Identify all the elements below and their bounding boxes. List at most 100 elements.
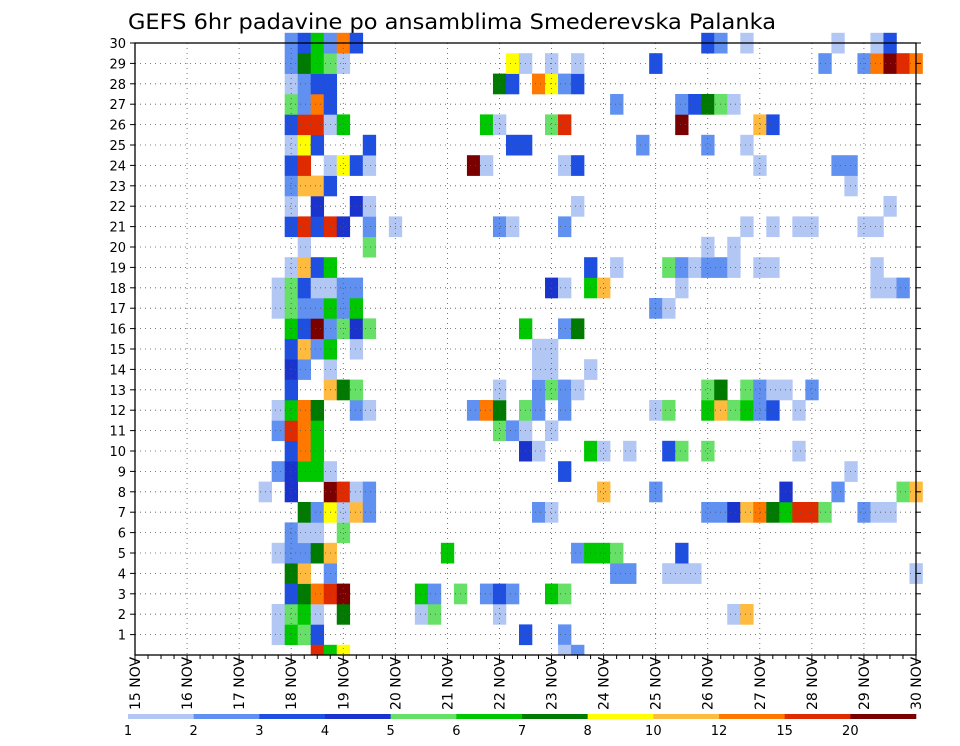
data-cell (297, 461, 312, 482)
data-cell (427, 583, 442, 605)
data-cell (545, 277, 559, 299)
data-cell (349, 379, 364, 401)
data-cell (310, 216, 325, 238)
data-cell (310, 114, 325, 136)
data-cell (675, 277, 689, 299)
data-cell (558, 583, 572, 605)
data-cell (545, 338, 559, 360)
data-cell (505, 53, 520, 74)
data-cell (753, 155, 767, 176)
data-cell (284, 420, 299, 442)
data-cell (610, 94, 624, 115)
data-cell (284, 461, 299, 482)
data-cell (792, 440, 806, 462)
data-cell (297, 277, 312, 299)
data-cell (571, 73, 585, 95)
data-cell (727, 502, 741, 523)
legend-swatch (719, 714, 785, 719)
data-cell (310, 196, 325, 217)
legend-swatch (456, 714, 523, 719)
legend-swatch (653, 714, 720, 719)
data-cell (558, 644, 572, 655)
x-axis: 15 NOV 16 NOV 17 NOV 18 NOV 19 NOV 20 NOV 21 N… (128, 655, 925, 710)
legend-label: 4 (321, 724, 329, 739)
data-cell (740, 216, 754, 238)
x-tick-label: 25 NOV (649, 656, 665, 710)
data-cell (753, 114, 767, 136)
data-cell (310, 542, 325, 564)
data-cell (831, 481, 845, 503)
data-cell (740, 502, 754, 523)
y-tick-label: 13 (109, 384, 126, 399)
y-tick-label: 9 (118, 465, 126, 480)
data-cell (701, 134, 715, 156)
y-tick-label: 7 (118, 506, 126, 521)
data-cell (662, 257, 676, 278)
data-cell (896, 53, 910, 74)
y-tick-label: 14 (109, 363, 126, 378)
data-cell (610, 257, 624, 278)
data-cell (297, 73, 312, 95)
data-cell (558, 155, 572, 176)
data-cell (558, 400, 572, 421)
data-cell (805, 379, 819, 401)
data-cell (558, 318, 572, 340)
data-cell (362, 155, 377, 176)
y-tick-label: 25 (109, 139, 126, 154)
data-cell (792, 216, 806, 238)
data-cell (271, 624, 285, 646)
data-cell (297, 236, 312, 258)
data-cell (727, 400, 741, 421)
data-cell (271, 542, 285, 564)
data-cell (571, 644, 585, 655)
data-cell (362, 400, 377, 421)
data-cell (336, 216, 351, 238)
data-cell (310, 400, 325, 421)
data-cell (492, 400, 507, 421)
data-cell (870, 502, 884, 523)
y-tick-label: 20 (109, 241, 126, 256)
legend-swatch (390, 714, 457, 719)
data-cell (532, 379, 546, 401)
data-cell (349, 318, 364, 340)
x-tick-label: 24 NOV (597, 656, 613, 710)
data-cell (297, 440, 312, 462)
data-cell (532, 338, 546, 360)
data-cell (284, 379, 299, 401)
data-cell (623, 440, 637, 462)
y-tick-label: 23 (109, 180, 126, 195)
data-cell (675, 94, 689, 115)
data-cell (571, 53, 585, 74)
color-legend: 1 2 3 4 5 6 7 8 10 12 15 20 (124, 714, 917, 739)
data-cell (701, 400, 715, 421)
data-cell (766, 216, 780, 238)
data-cell (310, 461, 325, 482)
data-cell (362, 481, 377, 503)
data-cell (349, 277, 364, 299)
data-cell (284, 257, 299, 278)
y-tick-label: 19 (109, 261, 126, 276)
data-cell (310, 338, 325, 360)
data-cell (310, 502, 325, 523)
data-cell (844, 461, 858, 482)
legend-label: 3 (255, 724, 263, 739)
data-cell (349, 155, 364, 176)
data-cell (558, 73, 572, 95)
data-cell (297, 216, 312, 238)
data-cell (636, 134, 650, 156)
data-cell (597, 440, 611, 462)
data-cell (505, 420, 520, 442)
data-cell (297, 583, 312, 605)
data-cell (336, 379, 351, 401)
legend-label: 5 (387, 724, 395, 739)
y-tick-label: 6 (118, 527, 126, 542)
data-cell (545, 114, 559, 136)
data-cell (362, 134, 377, 156)
x-tick-label: 28 NOV (805, 656, 821, 710)
data-cell (792, 400, 806, 421)
data-cell (479, 400, 494, 421)
data-cell (349, 481, 364, 503)
y-tick-label: 1 (118, 629, 126, 644)
legend-label: 15 (776, 724, 793, 739)
data-cell (310, 94, 325, 115)
